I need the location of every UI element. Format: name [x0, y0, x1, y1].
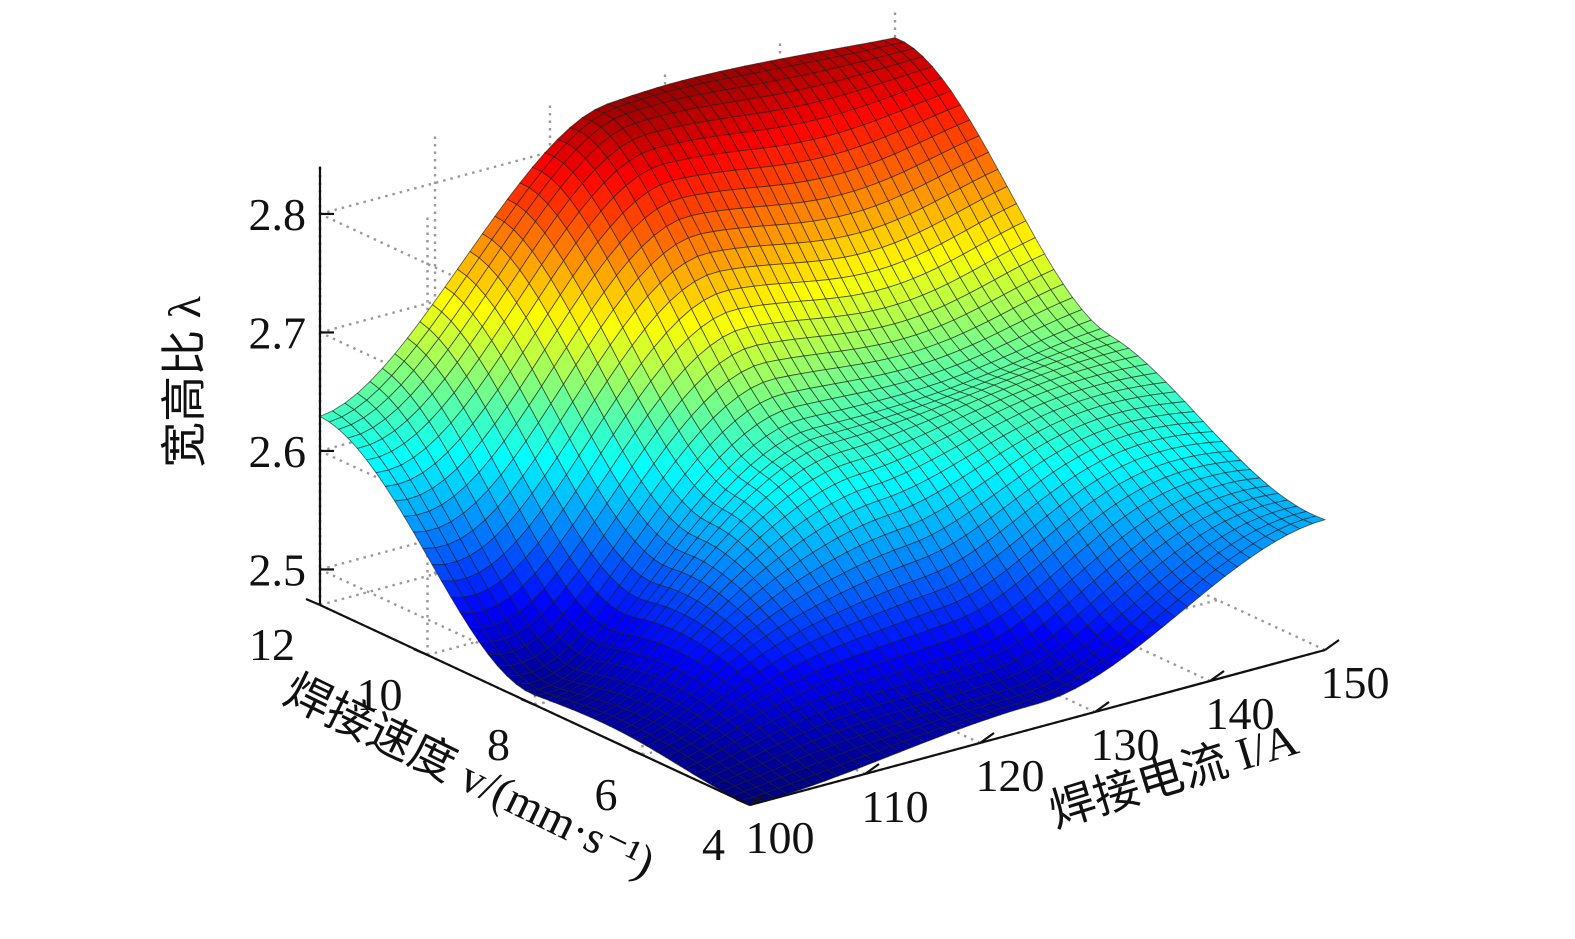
x-tick-label: 130: [1091, 719, 1160, 770]
z-tick-label: 2.7: [249, 308, 307, 359]
y-tick-mark-4: [305, 597, 321, 607]
y-tick-label: 6: [595, 769, 618, 820]
x-tick-mark-1: [864, 763, 880, 775]
axes-layer: [305, 166, 1340, 807]
y-tick-label: 8: [487, 719, 510, 770]
x-tick-label: 140: [1206, 688, 1275, 739]
y-tick-label: 10: [357, 669, 403, 720]
x-tick-label: 100: [746, 812, 815, 863]
y-tick-mark-1: [628, 747, 643, 757]
z-tick-label: 2.6: [249, 426, 307, 477]
y-tick-mark-3: [413, 647, 428, 657]
x-axis-line: [749, 648, 1326, 807]
y-tick-label: 12: [249, 619, 295, 670]
z-tick-label: 2.5: [249, 545, 307, 596]
x-tick-mark-0: [749, 794, 765, 806]
y-tick-mark-0: [735, 797, 751, 807]
z-tick-label: 2.8: [249, 189, 307, 240]
x-tick-mark-3: [1094, 701, 1110, 713]
surface-layer: [319, 37, 1327, 806]
y-tick-label: 4: [702, 819, 725, 870]
x-tick-label: 120: [976, 750, 1045, 801]
x-tick-mark-4: [1209, 670, 1225, 682]
x-tick-label: 110: [861, 781, 928, 832]
x-tick-label: 150: [1321, 657, 1390, 708]
z-axis-title: 宽高比 λ: [159, 295, 210, 468]
x-tick-mark-2: [979, 732, 995, 744]
y-tick-mark-2: [520, 697, 536, 707]
x-axis-title: 焊接电流 I/A: [1043, 713, 1304, 837]
surface-cell: [1301, 515, 1327, 525]
x-tick-mark-5: [1324, 639, 1340, 651]
